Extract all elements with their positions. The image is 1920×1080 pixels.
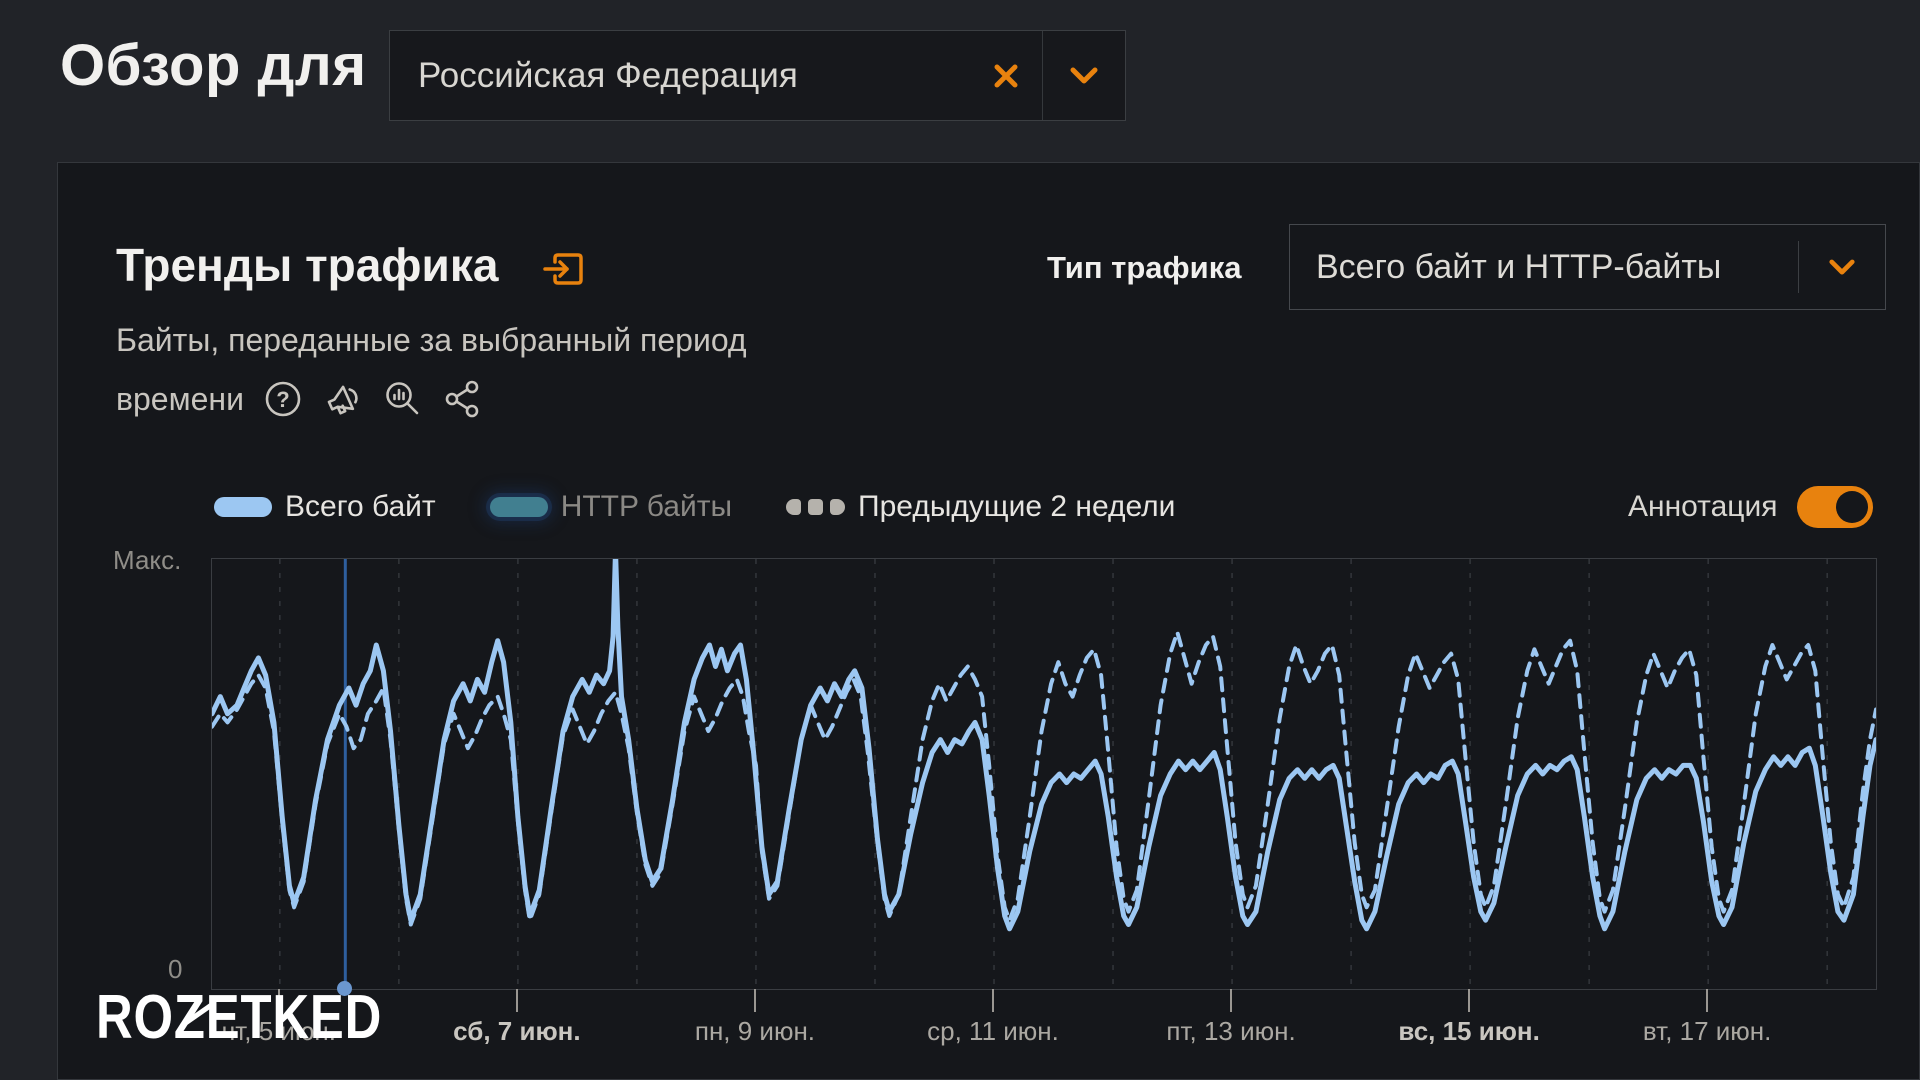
traffic-chart-plot[interactable]	[211, 558, 1877, 990]
card-subtitle-line1: Байты, переданные за выбранный период	[116, 322, 747, 358]
traffic-type-label: Тип трафика	[1047, 250, 1242, 285]
legend-label: Всего байт	[285, 490, 436, 523]
legend-item-previous-2-weeks[interactable]: Предыдущие 2 недели	[786, 490, 1175, 524]
annotation-toggle[interactable]	[1797, 486, 1874, 528]
traffic-trends-card	[57, 162, 1920, 1080]
toggle-knob	[1836, 491, 1869, 523]
country-select[interactable]: Российская Федерация	[389, 30, 1126, 121]
select-divider	[1042, 31, 1043, 120]
y-axis-zero-label: 0	[168, 954, 183, 984]
series-dashed	[212, 630, 1876, 927]
chart-legend: Всего байт HTTP байты Предыдущие 2 недел…	[214, 490, 1175, 524]
watermark-logo: ROZETKED	[96, 983, 383, 1052]
card-title: Тренды трафика	[116, 239, 499, 291]
arrow-into-box-icon[interactable]	[541, 246, 587, 292]
close-icon[interactable]	[970, 31, 1042, 120]
annotation-control: Аннотация	[1628, 486, 1874, 528]
legend-label: Предыдущие 2 недели	[858, 490, 1176, 523]
legend-swatch-http-bytes	[489, 497, 548, 517]
legend-label: HTTP байты	[560, 490, 733, 523]
share-network-icon[interactable]	[442, 378, 484, 420]
annotation-label: Аннотация	[1628, 490, 1778, 523]
y-axis-max-label: Макс.	[113, 545, 182, 575]
page-title: Обзор для	[60, 33, 367, 98]
traffic-type-value: Всего байт и HTTP-байты	[1316, 247, 1722, 286]
chevron-down-icon[interactable]	[1799, 225, 1885, 309]
legend-item-http-bytes[interactable]: HTTP байты	[489, 490, 733, 524]
series-solid	[212, 559, 1876, 932]
legend-item-total-bytes[interactable]: Всего байт	[214, 490, 436, 524]
traffic-type-select[interactable]: Всего байт и HTTP-байты	[1289, 224, 1886, 310]
svg-text:?: ?	[276, 387, 289, 412]
legend-swatch-total-bytes	[214, 497, 272, 517]
country-select-value: Российская Федерация	[418, 55, 798, 95]
annotation-dot	[336, 981, 352, 996]
legend-swatch-previous-2-weeks	[786, 499, 846, 515]
magnifier-chart-icon[interactable]	[382, 378, 424, 420]
card-subtitle-line2: времени	[116, 380, 244, 417]
chevron-down-icon[interactable]	[1043, 31, 1125, 120]
select-divider	[1798, 240, 1799, 294]
megaphone-icon[interactable]	[322, 378, 364, 420]
question-circle-icon[interactable]: ?	[262, 378, 304, 420]
